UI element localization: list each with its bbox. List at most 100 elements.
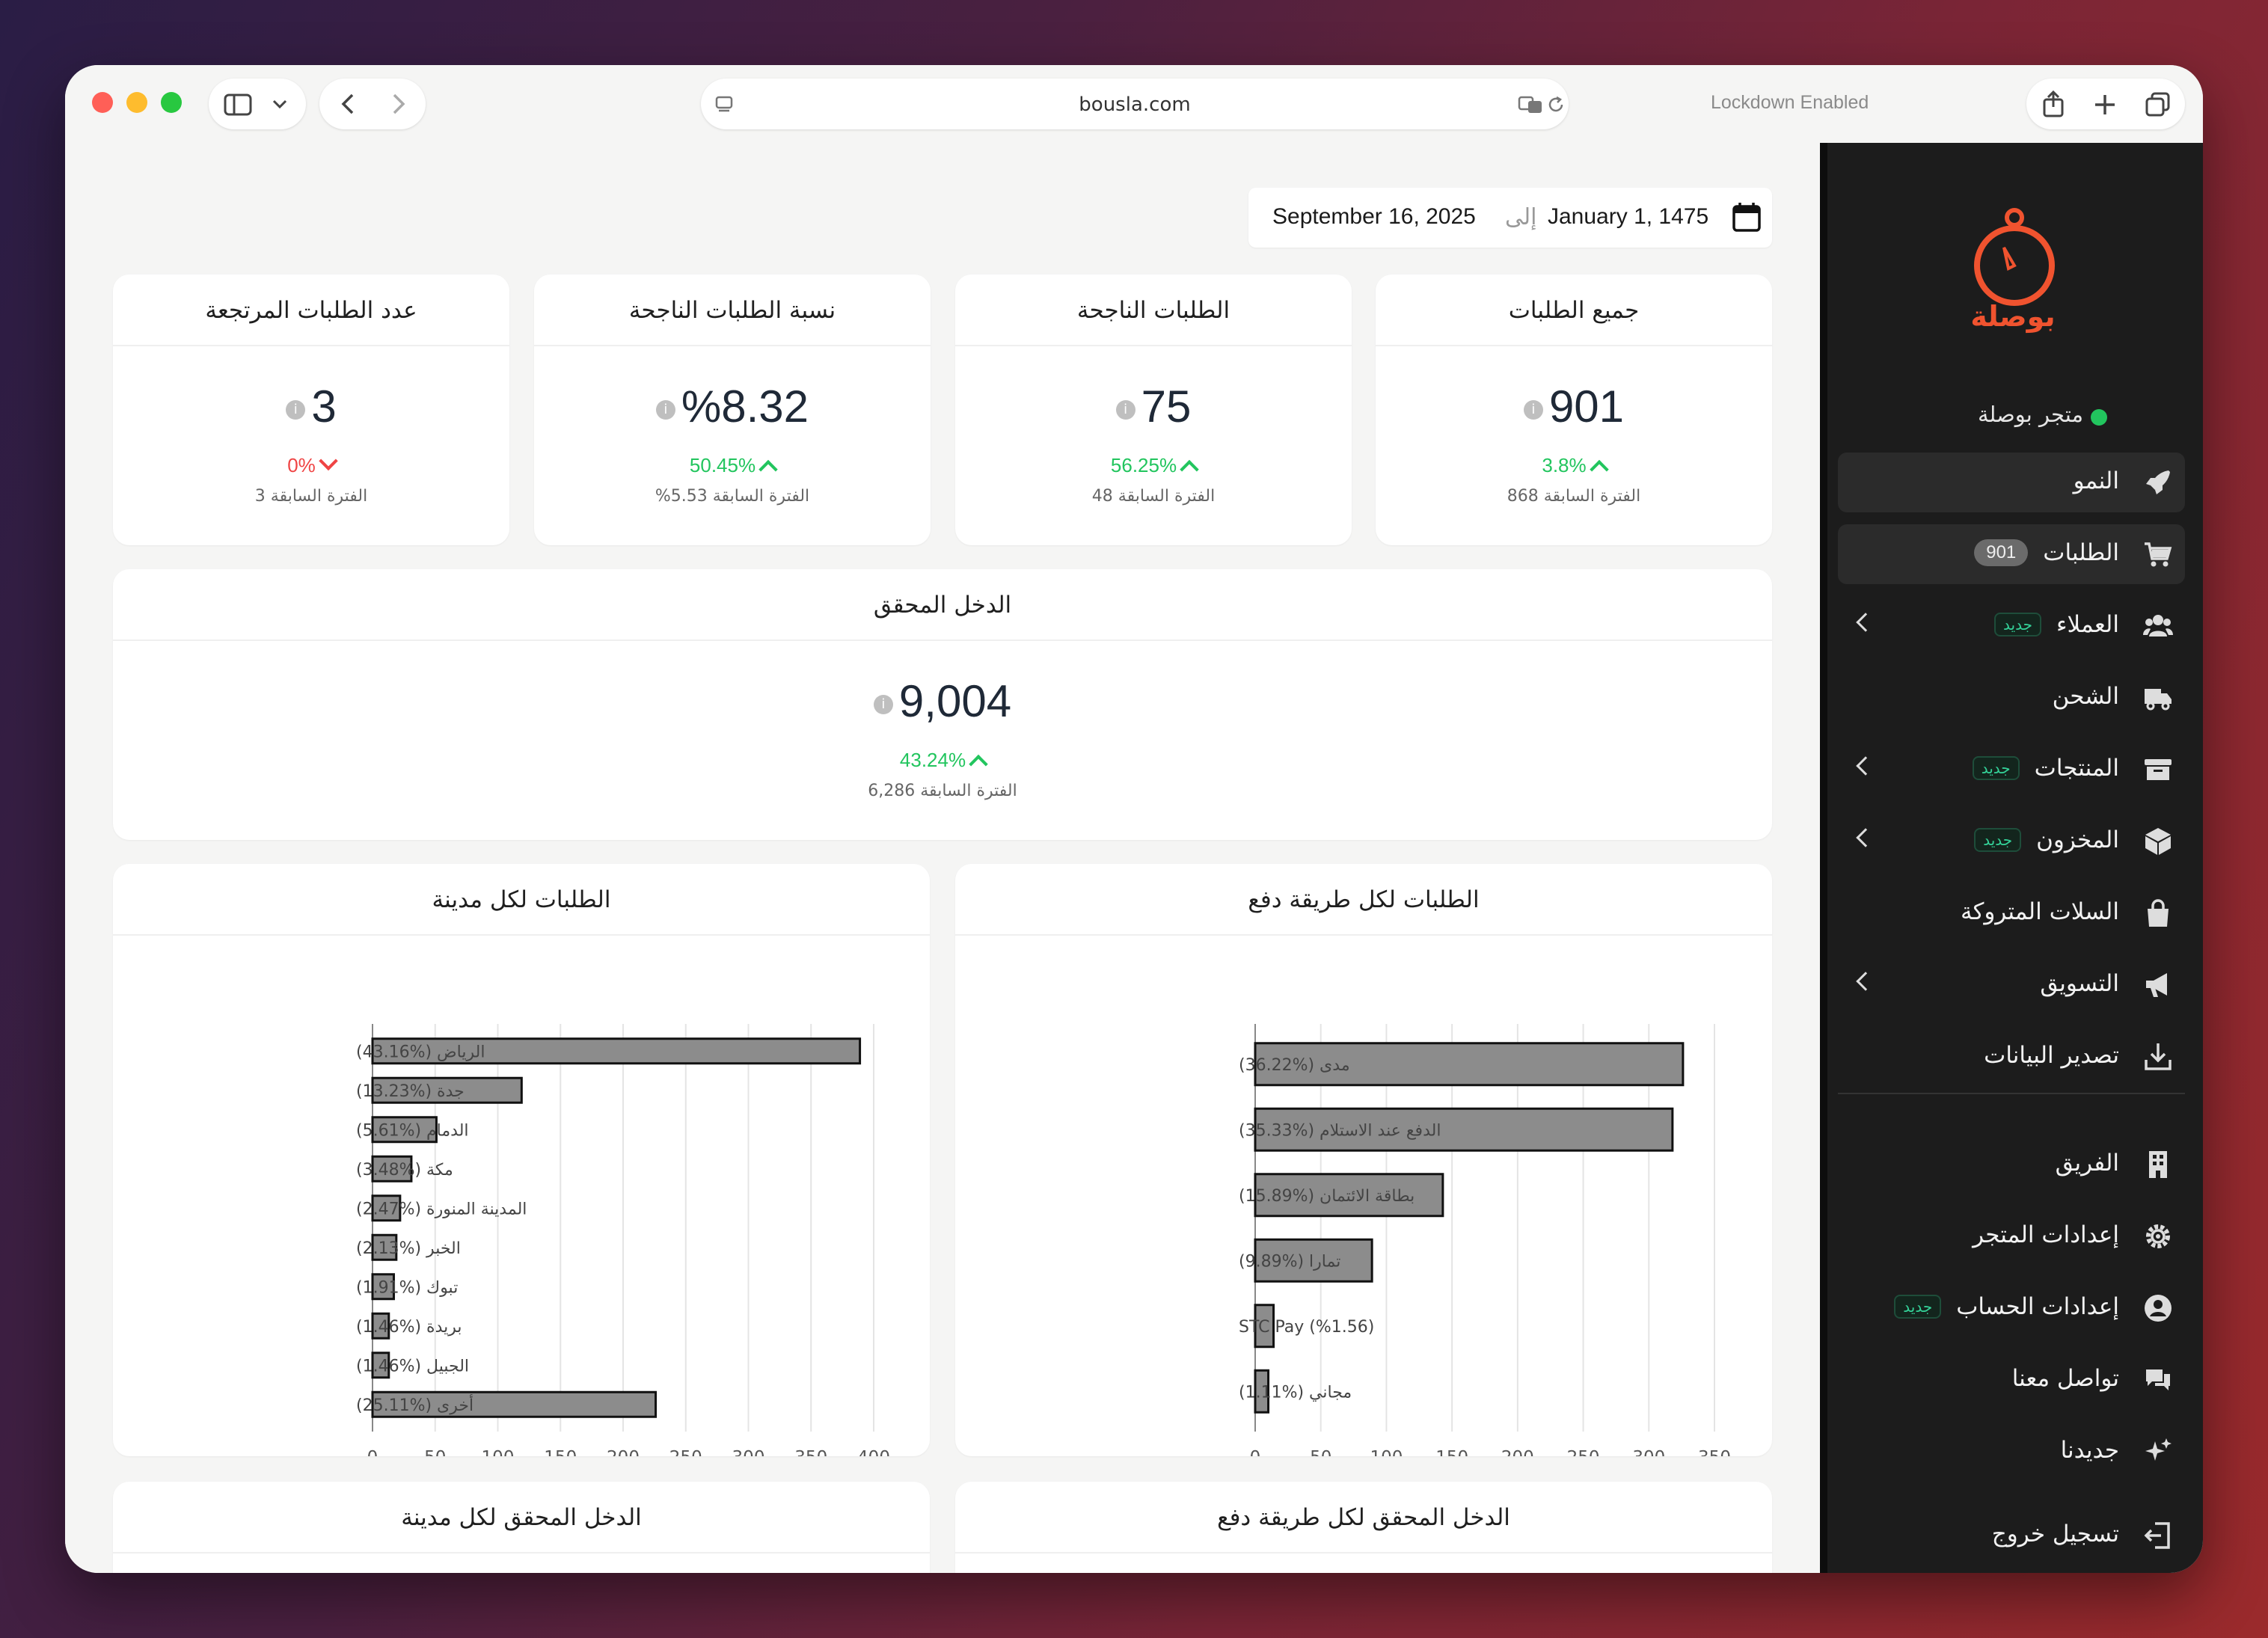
x-tick-label: 350 <box>794 1448 827 1456</box>
tabs-overview-icon[interactable] <box>2145 92 2172 117</box>
sidebar-item-chat[interactable]: تواصل معنا <box>1838 1350 2185 1410</box>
cart-icon <box>2145 542 2172 567</box>
category-label: بريدة (%1.46) <box>356 1318 462 1337</box>
sidebar-item-box[interactable]: المخزون جديد <box>1838 812 2185 871</box>
bar <box>371 1312 390 1340</box>
info-icon[interactable]: i <box>1523 400 1543 420</box>
chevron-left-icon[interactable] <box>1856 828 1875 847</box>
info-icon[interactable]: i <box>1115 400 1135 420</box>
sidebar-item-logout[interactable]: تسجيل خروج <box>1838 1506 2185 1565</box>
sidebar-item-archive[interactable]: المنتجات جديد <box>1838 740 2185 800</box>
brand-name: بوصلة <box>1970 300 2056 333</box>
date-range-picker[interactable]: September 16, 2025 إلى January 1, 1475 <box>1248 188 1772 248</box>
bar <box>371 1155 413 1183</box>
sidebar-item-download[interactable]: تصدير البيانات <box>1838 1027 2185 1087</box>
sidebar-toggle-icon[interactable] <box>224 93 254 116</box>
sidebar-item-label: الشحن <box>2052 683 2119 710</box>
sidebar-item-truck[interactable]: الشحن <box>1838 668 2185 728</box>
city-chart: 0 50 100 150 200 250 300 350 400 الرياض (%43.16) ج… <box>356 1024 890 1456</box>
chevron-down-icon[interactable] <box>272 98 288 110</box>
chart-title: الدخل المحقق لكل طريقة دفع <box>955 1482 1772 1553</box>
store-name[interactable]: متجر بوصلة <box>1977 402 2083 427</box>
close-window-button[interactable] <box>92 92 113 113</box>
new-badge: جديد <box>1972 756 2020 780</box>
sidebar-item-rocket[interactable]: النمو <box>1838 453 2185 512</box>
address-bar[interactable]: bousla.com <box>701 79 1569 129</box>
maximize-window-button[interactable] <box>161 92 182 113</box>
sidebar-item-label: السلات المتروكة <box>1960 898 2119 925</box>
x-tick-label: 400 <box>857 1448 890 1456</box>
minimize-window-button[interactable] <box>126 92 147 113</box>
x-tick-label: 200 <box>607 1448 640 1456</box>
rocket-icon <box>2146 470 2170 494</box>
translate-icon[interactable] <box>1518 95 1545 114</box>
x-tick-label: 250 <box>1567 1448 1600 1456</box>
chart-card-city-revenue: الدخل المحقق لكل مدينة <box>113 1482 930 1573</box>
box-icon <box>2145 828 2171 855</box>
category-label: أخرى (%25.11) <box>356 1394 473 1415</box>
revenue-change: 43.24% <box>113 749 1772 774</box>
sidebar-item-megaphone[interactable]: التسويق <box>1838 955 2185 1015</box>
bar <box>1254 1304 1275 1349</box>
download-icon <box>2145 1043 2172 1070</box>
x-tick-label: 150 <box>544 1448 577 1456</box>
x-tick-label: 250 <box>669 1448 702 1456</box>
info-icon[interactable]: i <box>655 400 675 420</box>
chat-icon <box>2146 1369 2170 1390</box>
stat-previous: 868 الفترة السابقة <box>1507 487 1641 506</box>
sidebar-item-label: إعدادات الحساب <box>1956 1293 2119 1320</box>
x-tick-label: 50 <box>424 1448 446 1456</box>
page-menu-icon[interactable] <box>714 95 735 114</box>
sidebar-item-gear[interactable]: إعدادات المتجر <box>1838 1206 2185 1266</box>
store-status-dot <box>2091 409 2107 426</box>
arrow-up-icon <box>1589 459 1609 479</box>
date-start: January 1, 1475 <box>1548 204 1709 229</box>
bar <box>1254 1173 1444 1218</box>
chevron-left-icon[interactable] <box>1856 972 1875 991</box>
x-tick-label: 300 <box>732 1448 765 1456</box>
forward-icon[interactable] <box>387 92 409 116</box>
x-tick-label: 50 <box>1310 1448 1331 1456</box>
stat-previous: 48 الفترة السابقة <box>1091 487 1216 506</box>
back-icon[interactable] <box>337 92 360 116</box>
new-tab-icon[interactable] <box>2094 93 2116 116</box>
bar <box>1254 1107 1674 1152</box>
bar <box>371 1076 523 1104</box>
sidebar-item-label: الفريق <box>2055 1150 2119 1177</box>
sidebar-item-sparkles[interactable]: جديدنا <box>1838 1422 2185 1482</box>
payment-chart: 0 50 100 150 200 250 300 350 مدى (%36.22) الدفع ع… <box>1239 1024 1731 1456</box>
chevron-left-icon[interactable] <box>1856 613 1875 632</box>
info-icon[interactable]: i <box>873 695 893 715</box>
sidebar-item-users[interactable]: العملاء جديد <box>1838 596 2185 656</box>
sidebar-item-user-circle[interactable]: إعدادات الحساب جديد <box>1838 1278 2185 1338</box>
reload-icon[interactable] <box>1546 95 1566 114</box>
category-label: الدفع عند الاستلام (%35.33) <box>1239 1121 1441 1140</box>
info-icon[interactable]: i <box>286 400 306 420</box>
chevron-left-icon[interactable] <box>1856 756 1875 776</box>
sidebar-item-label: جديدنا <box>2060 1437 2119 1464</box>
stat-title: الطلبات الناجحة <box>955 274 1352 346</box>
category-label: جدة (%13.23) <box>356 1082 465 1101</box>
sidebar-item-building[interactable]: الفريق <box>1838 1135 2185 1194</box>
category-label: مدى (%36.22) <box>1239 1056 1350 1075</box>
category-label: مجاني (%1.11) <box>1239 1383 1352 1402</box>
stat-change: 0% <box>113 451 509 477</box>
truck-icon <box>2145 689 2172 711</box>
category-label: بطاقة الائتمان (%15.89) <box>1239 1187 1415 1206</box>
date-end: September 16, 2025 <box>1272 204 1476 229</box>
sidebar-item-bag[interactable]: السلات المتروكة <box>1838 883 2185 943</box>
sidebar-scrollbar[interactable] <box>1820 143 1827 1573</box>
orders-count-badge: 901 <box>1974 539 2029 566</box>
share-icon[interactable] <box>2041 89 2065 119</box>
sidebar-divider <box>1838 1093 2185 1094</box>
sidebar-toggle-group[interactable] <box>209 79 306 129</box>
gear-icon <box>2146 1224 2170 1248</box>
sidebar-item-label: المخزون <box>2036 826 2119 853</box>
revenue-previous: 6,286 الفترة السابقة <box>868 782 1017 800</box>
bar <box>371 1352 390 1379</box>
stat-card-total-orders: جميع الطلبات i 901 3.8% 868 الفترة السابق… <box>1376 274 1772 545</box>
category-label: الخبر (%2.13) <box>356 1239 461 1258</box>
sidebar-item-cart[interactable]: الطلبات 901 <box>1838 524 2185 584</box>
sidebar-item-label: إعدادات المتجر <box>1973 1221 2119 1248</box>
category-label: مكة (%3.48) <box>356 1161 453 1180</box>
